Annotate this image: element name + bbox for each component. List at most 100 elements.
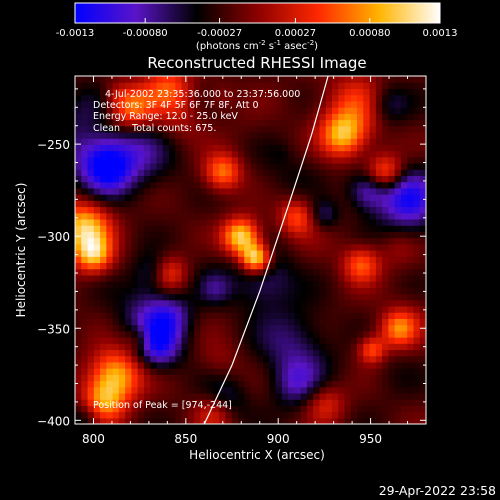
heatmap-cell — [100, 237, 107, 245]
heatmap-cell — [137, 256, 145, 264]
heatmap-cell — [225, 231, 233, 239]
heatmap-cell — [294, 119, 302, 127]
heatmap-cell — [394, 330, 402, 338]
heatmap-cell — [369, 76, 377, 83]
heatmap-cell — [338, 138, 346, 145]
heatmap-cell — [219, 299, 227, 307]
heatmap-cell — [357, 361, 364, 369]
heatmap-cell — [206, 417, 214, 424]
heatmap-cell — [263, 82, 270, 90]
heatmap-cell — [313, 144, 321, 152]
heatmap-cell — [112, 411, 120, 419]
heatmap-cell — [306, 218, 314, 226]
heatmap-cell — [175, 156, 183, 164]
heatmap-cell — [369, 374, 377, 382]
heatmap-cell — [250, 175, 258, 183]
heatmap-cell — [413, 299, 421, 307]
heatmap-cell — [400, 417, 408, 424]
heatmap-cell — [394, 318, 402, 326]
heatmap-cell — [263, 94, 270, 102]
heatmap-cell — [338, 206, 346, 214]
heatmap-cell — [263, 324, 270, 332]
heatmap-cell — [419, 181, 426, 189]
heatmap-cell — [382, 361, 389, 369]
heatmap-cell — [263, 299, 270, 307]
heatmap-cell — [419, 175, 426, 183]
heatmap-cell — [181, 131, 189, 139]
heatmap-cell — [357, 268, 364, 276]
heatmap-cell — [118, 206, 126, 214]
heatmap-cell — [87, 82, 95, 90]
heatmap-cell — [125, 175, 133, 183]
heatmap-cell — [131, 144, 139, 152]
heatmap-cell — [313, 274, 321, 282]
heatmap-cell — [413, 405, 421, 413]
heatmap-cell — [87, 374, 95, 382]
heatmap-cell — [325, 343, 333, 351]
heatmap-cell — [137, 349, 145, 357]
heatmap-cell — [93, 411, 101, 419]
heatmap-cell — [375, 169, 383, 177]
heatmap-cell — [125, 337, 133, 344]
heatmap-cell — [181, 262, 189, 270]
heatmap-cell — [313, 225, 321, 232]
heatmap-cell — [269, 181, 277, 189]
heatmap-cell — [375, 218, 383, 226]
heatmap-cell — [87, 200, 95, 208]
heatmap-cell — [106, 82, 114, 90]
heatmap-cell — [156, 175, 164, 183]
heatmap-cell — [413, 76, 421, 83]
heatmap-cell — [150, 368, 158, 375]
heatmap-cell — [156, 150, 164, 158]
heatmap-cell — [212, 392, 220, 400]
heatmap-cell — [363, 231, 371, 239]
heatmap-cell — [131, 107, 139, 114]
heatmap-cell — [400, 380, 408, 388]
heatmap-cell — [162, 125, 170, 133]
heatmap-cell — [375, 150, 383, 158]
heatmap-cell — [212, 150, 220, 158]
heatmap-cell — [200, 405, 208, 413]
heatmap-cell — [162, 268, 170, 276]
heatmap-cell — [225, 312, 233, 319]
heatmap-cell — [237, 150, 245, 158]
heatmap-cell — [388, 131, 396, 139]
heatmap-cell — [419, 312, 426, 319]
heatmap-cell — [413, 150, 421, 158]
heatmap-cell — [206, 131, 214, 139]
heatmap-cell — [382, 163, 389, 170]
heatmap-cell — [162, 392, 170, 400]
heatmap-cell — [400, 76, 408, 83]
heatmap-cell — [156, 330, 164, 338]
heatmap-cell — [225, 206, 233, 214]
heatmap-cell — [375, 337, 383, 344]
heatmap-cell — [125, 76, 133, 83]
heatmap-cell — [325, 281, 333, 288]
plot-frame — [74, 75, 427, 425]
heatmap-cell — [300, 243, 308, 251]
heatmap-cell — [350, 405, 358, 413]
heatmap-cell — [306, 88, 314, 96]
heatmap-cell — [288, 138, 295, 145]
heatmap-cell — [388, 100, 396, 108]
heatmap-cell — [400, 163, 408, 170]
heatmap-cell — [400, 312, 408, 319]
heatmap-cell — [375, 94, 383, 102]
heatmap-cell — [357, 405, 364, 413]
heatmap-cell — [187, 380, 195, 388]
heatmap-cell — [382, 76, 389, 83]
heatmap-cell — [143, 417, 151, 424]
heatmap-cell — [118, 256, 126, 264]
heatmap-cell — [325, 237, 333, 245]
heatmap-cell — [212, 293, 220, 301]
heatmap-cell — [375, 405, 383, 413]
heatmap-cell — [231, 243, 239, 251]
heatmap-cell — [350, 150, 358, 158]
colorbar: -0.0013 -0.00080 -0.00027 0.00027 0.00080 0.0… — [56, 2, 458, 52]
heatmap-cell — [388, 274, 396, 282]
heatmap-cell — [394, 399, 402, 406]
heatmap-cell — [200, 218, 208, 226]
heatmap-cell — [256, 231, 264, 239]
heatmap-cell — [87, 368, 95, 375]
heatmap-cell — [187, 156, 195, 164]
